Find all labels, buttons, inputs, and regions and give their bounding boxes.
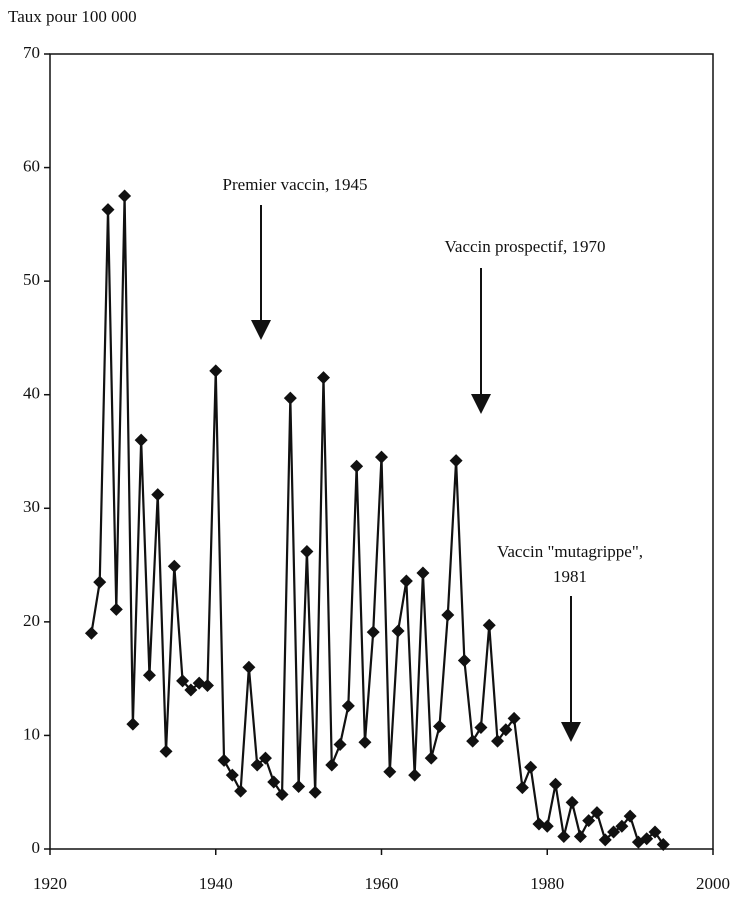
data-point [109, 602, 123, 616]
data-point [457, 653, 471, 667]
y-tick-label: 20 [23, 611, 40, 630]
data-point [350, 459, 364, 473]
data-point [549, 777, 563, 791]
data-point [474, 720, 488, 734]
y-tick-label: 40 [23, 384, 40, 403]
annotation: Vaccin prospectif, 1970 [445, 237, 606, 256]
data-point [93, 575, 107, 589]
data-line [90, 195, 665, 846]
data-point [292, 780, 306, 794]
x-tick-label: 1960 [365, 874, 399, 893]
data-point [142, 668, 156, 682]
data-point [640, 832, 654, 846]
y-tick-label: 30 [23, 497, 40, 516]
data-point [184, 683, 198, 697]
data-point [607, 825, 621, 839]
data-point [159, 744, 173, 758]
data-point [399, 574, 413, 588]
data-point [300, 544, 314, 558]
x-tick-label: 1940 [199, 874, 233, 893]
data-point [615, 819, 629, 833]
data-point [217, 753, 231, 767]
data-point [275, 787, 289, 801]
data-point [590, 806, 604, 820]
data-point [491, 734, 505, 748]
data-point [582, 814, 596, 828]
data-point [565, 795, 579, 809]
data-point [341, 699, 355, 713]
y-tick-label: 50 [23, 270, 40, 289]
data-point [416, 566, 430, 580]
data-point [283, 391, 297, 405]
data-point [598, 833, 612, 847]
data-point [449, 454, 463, 468]
data-point [134, 433, 148, 447]
data-point [524, 760, 538, 774]
y-tick-label: 0 [32, 838, 41, 857]
data-point [433, 719, 447, 733]
data-point [234, 784, 248, 798]
data-point [209, 364, 223, 378]
data-point [308, 785, 322, 799]
data-point [101, 203, 115, 217]
data-point [176, 674, 190, 688]
data-point [242, 660, 256, 674]
x-tick-label: 2000 [696, 874, 730, 893]
arrow-head [471, 394, 491, 414]
data-point [383, 765, 397, 779]
data-point [573, 830, 587, 844]
data-point [333, 738, 347, 752]
y-tick-label: 70 [23, 43, 40, 62]
x-tick-label: 1980 [530, 874, 564, 893]
data-point [648, 825, 662, 839]
data-point [84, 626, 98, 640]
data-point [482, 618, 496, 632]
data-point [200, 678, 214, 692]
arrows [251, 205, 581, 742]
data-point [366, 625, 380, 639]
data-point [316, 371, 330, 385]
data-point [515, 781, 529, 795]
data-point [225, 768, 239, 782]
x-tick-label: 1920 [33, 874, 67, 893]
data-point [424, 751, 438, 765]
annotation: 1981 [553, 567, 587, 586]
data-point [258, 751, 272, 765]
data-point [250, 758, 264, 772]
data-point [557, 830, 571, 844]
data-point [126, 717, 140, 731]
data-point [375, 450, 388, 464]
arrow-head [561, 722, 581, 742]
annotation: Vaccin "mutagrippe", [497, 542, 643, 561]
data-point [325, 758, 339, 772]
data-point [408, 768, 422, 782]
data-point [623, 809, 637, 823]
data-point [540, 819, 554, 833]
y-axis-label: Taux pour 100 000 [8, 7, 137, 26]
arrow-head [251, 320, 271, 340]
data-point [358, 735, 372, 749]
data-point [118, 189, 132, 203]
data-point [507, 711, 521, 725]
data-point [466, 734, 480, 748]
y-tick-label: 10 [23, 724, 40, 743]
data-point [441, 608, 455, 622]
data-point [499, 723, 513, 737]
data-point [656, 837, 670, 851]
y-tick-label: 60 [23, 156, 40, 175]
data-point [151, 488, 165, 502]
annotation: Premier vaccin, 1945 [223, 175, 368, 194]
data-point [391, 624, 405, 638]
data-point [167, 559, 181, 573]
data-point [267, 775, 281, 789]
